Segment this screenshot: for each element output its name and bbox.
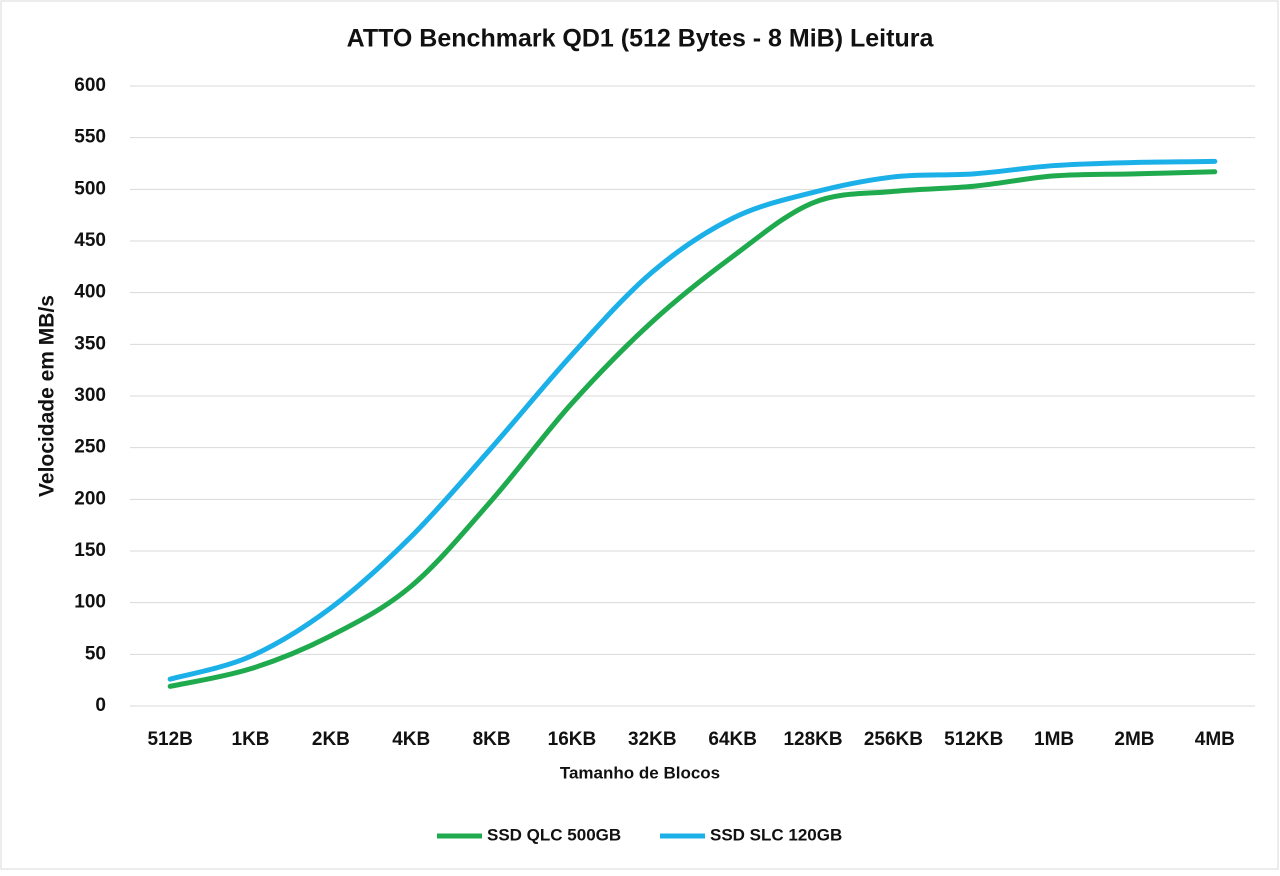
legend-label: SSD SLC 120GB	[710, 825, 842, 844]
y-tick-label: 0	[95, 695, 106, 716]
x-tick-label: 512KB	[944, 729, 1003, 750]
data-line	[167, 158, 1218, 682]
y-tick-label: 500	[74, 178, 106, 199]
x-tick-label: 64KB	[708, 729, 757, 750]
y-tick-label: 600	[74, 75, 106, 96]
x-tick-label: 1KB	[232, 729, 270, 750]
y-axis-label: Velocidade em MB/s	[36, 295, 59, 497]
x-tick-label: 256KB	[864, 729, 923, 750]
x-tick-label: 4MB	[1195, 729, 1235, 750]
y-tick-label: 400	[74, 282, 106, 303]
x-tick-label: 128KB	[783, 729, 842, 750]
x-axis-label: Tamanho de Blocos	[560, 763, 720, 782]
x-tick-label: 1MB	[1034, 729, 1074, 750]
x-tick-label: 32KB	[628, 729, 677, 750]
chart-title: ATTO Benchmark QD1 (512 Bytes - 8 MiB) L…	[347, 25, 935, 53]
y-tick-label: 100	[74, 592, 106, 613]
x-tick-label: 512B	[147, 729, 192, 750]
data-line	[167, 169, 1218, 689]
y-tick-label: 200	[74, 488, 106, 509]
y-tick-label: 450	[74, 230, 106, 251]
y-tick-label: 150	[74, 540, 106, 561]
y-tick-label: 350	[74, 333, 106, 354]
x-tick-label: 2MB	[1114, 729, 1154, 750]
y-tick-label: 50	[85, 643, 106, 664]
x-tick-label: 8KB	[473, 729, 511, 750]
y-tick-label: 300	[74, 385, 106, 406]
x-tick-label: 4KB	[392, 729, 430, 750]
y-tick-label: 550	[74, 127, 106, 148]
y-tick-label: 250	[74, 437, 106, 458]
x-tick-label: 2KB	[312, 729, 350, 750]
x-tick-label: 16KB	[548, 729, 597, 750]
legend-label: SSD QLC 500GB	[487, 825, 621, 844]
